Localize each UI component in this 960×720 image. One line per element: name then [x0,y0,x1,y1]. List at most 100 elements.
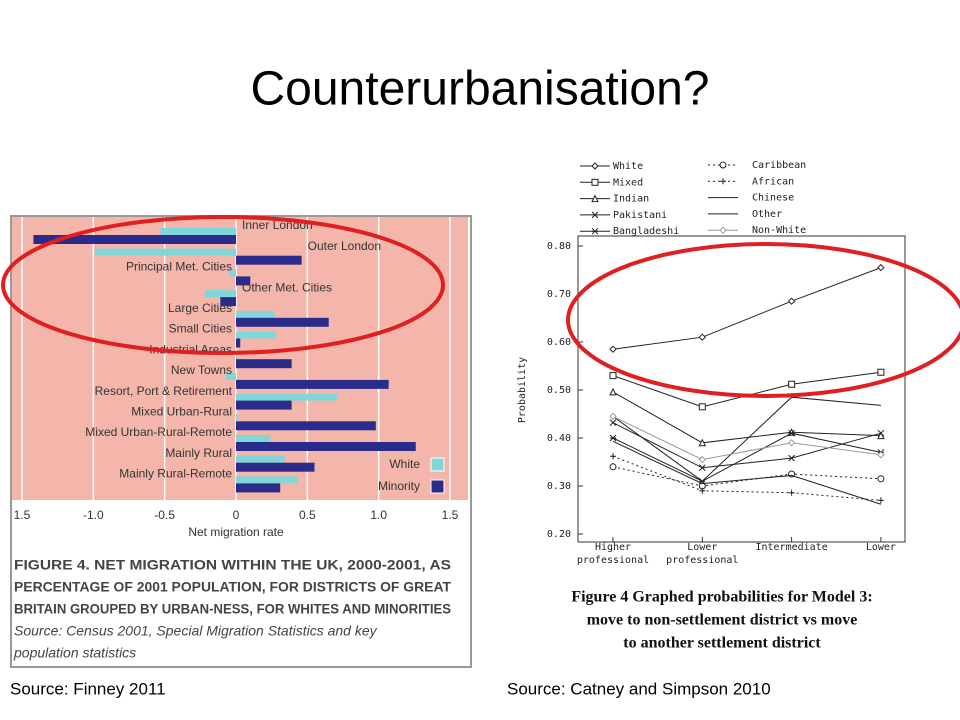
category-label: New Towns [171,363,232,377]
marker [698,464,706,472]
line [612,432,882,482]
line [612,391,881,444]
caption-source: population statistics [13,645,136,661]
legend-label: Pakistani [613,210,667,221]
category-label: Resort, Port & Retirement [95,384,233,398]
marker [788,489,795,496]
category-label: Large Cities [168,301,232,315]
marker [788,380,796,388]
marker [591,211,599,219]
y-tick-label: 0.20 [547,529,571,540]
marker [609,372,617,380]
legend-label: White [613,161,643,172]
legend-swatch [430,479,445,494]
caption-source: Source: Census 2001, Special Migration S… [14,623,378,639]
legend-label: Non-White [752,225,806,236]
marker [699,487,706,494]
x-tick-label: 0.5 [299,508,316,522]
x-tick-label: Lower [866,542,896,553]
bar [228,269,236,277]
x-tick-label-line: professional [577,555,649,566]
bar [236,317,329,327]
highlight-ellipse [566,242,960,398]
marker [591,162,599,170]
bar [236,276,251,286]
bar [236,255,302,265]
x-tick-label: Intermediate [755,542,827,553]
marker [609,463,617,471]
marker [609,412,617,421]
marker [609,345,617,353]
category-label: Mainly Rural [165,446,232,460]
x-tick-label: -1.0 [83,508,104,522]
x-tick-label: 1.0 [370,508,387,522]
legend-label: Indian [613,194,649,205]
legend-label: Chinese [752,193,794,204]
x-tick-label: 1.5 [442,508,459,522]
legend-label: Other [752,209,782,220]
y-tick-label: 0.60 [547,337,571,348]
marker [877,429,885,437]
marker [609,434,617,442]
y-tick-label: 0.70 [547,289,571,300]
marker [609,387,617,396]
marker [591,178,599,186]
y-tick-label: 0.50 [547,385,571,396]
bar [236,338,241,348]
caption-line: FIGURE 4. NET MIGRATION WITHIN THE UK, 2… [14,558,451,573]
category-label: Mixed Urban-Rural [131,404,232,418]
bar [236,421,376,431]
marker [698,333,707,341]
marker [609,419,617,426]
bar [236,359,292,369]
bar [94,248,236,256]
bar [236,379,389,389]
x-tick-label: 0 [233,508,240,522]
bar [236,462,315,472]
bar [226,372,236,380]
marker [877,451,885,459]
legend-label: Caribbean [752,160,806,171]
marker [591,227,599,235]
bar [160,228,236,235]
marker [788,454,795,462]
caption-line: PERCENTAGE OF 2001 POPULATION, FOR DISTR… [14,580,452,595]
line [612,422,882,469]
legend-label: White [389,457,420,471]
category-label: Mainly Rural-Remote [119,467,232,481]
bar [236,414,238,422]
bar [236,435,271,442]
line [612,267,882,350]
bar [236,476,298,484]
x-tick-label: -0.5 [154,508,175,522]
caption-line: BRITAIN GROUPED BY URBAN-NESS, FOR WHITE… [14,602,451,617]
marker [698,455,707,464]
x-tick-label: Higher professional [577,542,649,566]
marker [877,475,885,483]
caption-line: Figure 4 Graphed probabilities for Model… [571,589,872,606]
marker [719,161,727,169]
slide-title: Counterurbanisation? [251,63,710,116]
line [612,415,881,461]
bar [204,290,236,298]
marker [610,453,616,460]
x-tick-label-line: professional [666,555,738,566]
legend-label: Minority [378,479,420,493]
marker [877,368,885,376]
y-axis-label: Probability [517,357,528,423]
marker [877,497,884,504]
plot-frame [577,235,906,543]
bar [236,352,238,360]
x-tick-label-line: Higher [595,542,631,553]
bar [236,393,338,401]
category-label: Mixed Urban-Rural-Remote [85,425,232,439]
legend-label: Mixed [613,177,643,188]
line [612,396,881,482]
x-tick-label-line: Lower [687,542,717,553]
marker [698,438,707,447]
bar [236,442,416,451]
bar [236,310,275,318]
bar [220,297,236,307]
marker [591,194,599,203]
category-label: Other Met. Cities [242,280,332,294]
